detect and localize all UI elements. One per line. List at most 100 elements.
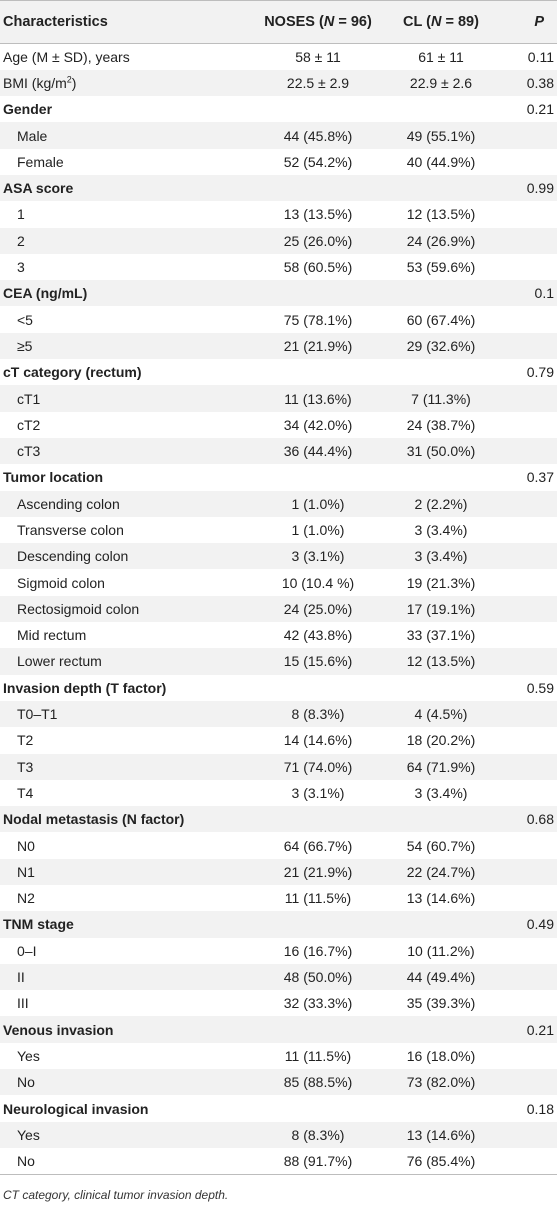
p-value	[502, 832, 557, 858]
noses-value: 25 (26.0%)	[283, 232, 353, 249]
noses-value: 8 (8.3%)	[291, 1126, 345, 1143]
cl-value: 64 (71.9%)	[406, 758, 476, 775]
table-row: N2 11 (11.5%) 13 (14.6%)	[0, 885, 557, 911]
p-value: 0.1	[534, 285, 554, 302]
noses-value: 11 (13.6%)	[284, 390, 352, 407]
row-label: Age (M ± SD), years	[3, 48, 130, 65]
noses-value: 16 (16.7%)	[283, 942, 353, 959]
table-row: Descending colon 3 (3.1%) 3 (3.4%)	[0, 543, 557, 570]
table-row: Female 52 (54.2%) 40 (44.9%)	[0, 149, 557, 175]
row-label: cT1	[17, 390, 41, 407]
p-value	[502, 1122, 557, 1148]
noses-value: 58 (60.5%)	[283, 259, 353, 276]
characteristics-table: Characteristics NOSES (N = 96) CL (N = 8…	[0, 0, 557, 1175]
section-heading: Venous invasion	[3, 1021, 114, 1038]
table-row: 0–I 16 (16.7%) 10 (11.2%)	[0, 938, 557, 964]
p-value	[502, 385, 557, 411]
table-row: ASA score 0.99	[0, 174, 557, 202]
p-value	[502, 228, 557, 254]
cl-value	[380, 464, 502, 490]
cl-value: 76 (85.4%)	[380, 1147, 502, 1175]
row-label: Ascending colon	[17, 495, 120, 512]
p-value	[502, 648, 557, 674]
row-label: cT2	[17, 416, 41, 433]
noses-value: 14 (14.6%)	[283, 732, 353, 749]
p-value	[502, 438, 557, 464]
row-label: II	[17, 969, 25, 986]
row-label: N1	[17, 863, 35, 880]
p-value: 0.21	[526, 101, 554, 118]
cl-value: 7 (11.3%)	[411, 390, 471, 407]
p-value	[502, 122, 557, 148]
table-row: II 48 (50.0%) 44 (49.4%)	[0, 963, 557, 991]
cl-value: 3 (3.4%)	[414, 521, 468, 538]
table-row: T2 14 (14.6%) 18 (20.2%)	[0, 727, 557, 753]
table-row: Age (M ± SD), years 58 ± 11 61 ± 11 0.11	[0, 44, 557, 70]
table-row: Transverse colon 1 (1.0%) 3 (3.4%)	[0, 517, 557, 543]
row-label: Transverse colon	[17, 521, 124, 538]
table-footnote: CT category, clinical tumor invasion dep…	[3, 1187, 229, 1202]
p-value	[502, 491, 557, 517]
noses-value	[222, 359, 380, 385]
noses-value: 13 (13.5%)	[283, 206, 353, 223]
row-label: T4	[17, 784, 34, 801]
p-value: 0.49	[526, 916, 554, 933]
p-value: 0.21	[526, 1021, 554, 1038]
row-label: Yes	[17, 1047, 40, 1064]
noses-value: 42 (43.8%)	[283, 627, 353, 644]
section-heading: CEA (ng/mL)	[3, 285, 88, 302]
p-value	[502, 306, 557, 332]
cl-value	[380, 911, 502, 937]
table-row: N0 64 (66.7%) 54 (60.7%)	[0, 832, 557, 858]
p-value	[502, 859, 557, 885]
cl-value: 49 (55.1%)	[406, 127, 476, 144]
noses-value: 88 (91.7%)	[222, 1147, 380, 1175]
table-row: Lower rectum 15 (15.6%) 12 (13.5%)	[0, 648, 557, 675]
row-label: N0	[17, 837, 35, 854]
noses-value: 15 (15.6%)	[283, 653, 353, 670]
section-heading: Nodal metastasis (N factor)	[3, 811, 185, 828]
cl-value	[380, 1016, 502, 1042]
section-heading: Invasion depth (T factor)	[3, 679, 167, 696]
table-header: Characteristics NOSES (N = 96) CL (N = 8…	[0, 0, 557, 44]
row-label: T0–T1	[17, 706, 58, 723]
p-value: 0.37	[526, 469, 554, 486]
cl-value: 10 (11.2%)	[407, 942, 475, 959]
cl-value: 17 (19.1%)	[406, 600, 476, 617]
table-row: BMI (kg/m2) 22.5 ± 2.9 22.9 ± 2.6 0.38	[0, 69, 557, 97]
table-row: Ascending colon 1 (1.0%) 2 (2.2%)	[0, 490, 557, 517]
cl-value: 3 (3.4%)	[414, 784, 468, 801]
table-row: 2 25 (26.0%) 24 (26.9%)	[0, 227, 557, 254]
table-row: 1 13 (13.5%) 12 (13.5%)	[0, 201, 557, 227]
table-row: <5 75 (78.1%) 60 (67.4%)	[0, 306, 557, 332]
table-row: TNM stage 0.49	[0, 911, 557, 938]
noses-value: 22.5 ± 2.9	[286, 74, 350, 91]
p-value: 0.99	[526, 180, 554, 197]
row-label: cT3	[17, 443, 41, 460]
p-value: 0.38	[526, 74, 554, 91]
noses-value: 32 (33.3%)	[283, 995, 353, 1012]
noses-value: 3 (3.1%)	[291, 784, 345, 801]
table-row: cT3 36 (44.4%) 31 (50.0%)	[0, 437, 557, 465]
noses-value: 21 (21.9%)	[283, 337, 353, 354]
cl-value: 61 ± 11	[418, 48, 464, 65]
p-value: 0.68	[526, 811, 554, 828]
section-heading: Gender	[3, 101, 53, 118]
p-value	[502, 754, 557, 780]
cl-value	[380, 359, 502, 385]
p-value	[502, 569, 557, 595]
table-row: No 88 (91.7%) 76 (85.4%)	[0, 1147, 557, 1175]
p-value: 0.18	[526, 1100, 554, 1117]
table-row: Tumor location 0.37	[0, 464, 557, 490]
header-noses: NOSES (N = 96)	[222, 0, 380, 44]
noses-value: 8 (8.3%)	[291, 706, 345, 723]
noses-value	[222, 280, 380, 306]
noses-value: 85 (88.5%)	[283, 1074, 353, 1091]
p-value	[502, 964, 557, 990]
p-value	[502, 254, 557, 280]
row-label: T2	[17, 732, 34, 749]
header-cl: CL (N = 89)	[380, 0, 502, 44]
cl-value: 22 (24.7%)	[406, 863, 476, 880]
table-row: No 85 (88.5%) 73 (82.0%)	[0, 1069, 557, 1096]
